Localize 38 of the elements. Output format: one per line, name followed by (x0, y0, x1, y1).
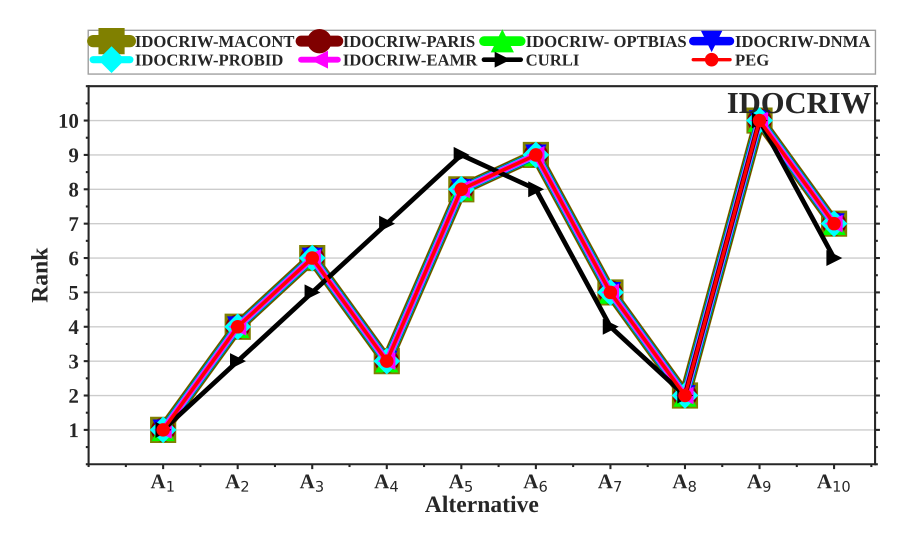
x-tick-label: A$_{8}$ (672, 474, 696, 492)
legend-label: IDOCRIW-DNMA (736, 36, 870, 48)
x-tick-label: A$_{1}$ (150, 474, 174, 492)
y-tick-label: 10 (60, 114, 78, 128)
point (379, 216, 394, 232)
legend-label: IDOCRIW-MACONT (135, 36, 294, 48)
annotation: IDOCRIW (728, 92, 871, 114)
y-tick-label: 2 (69, 388, 78, 403)
x-tick-label: A$_{7}$ (598, 474, 622, 492)
point (454, 147, 470, 163)
x-tick-label: A$_{9}$ (747, 474, 770, 492)
legend-label: PEG (735, 54, 769, 66)
y-tick-label: 6 (69, 251, 78, 266)
x-tick-label: A$_{6}$ (523, 474, 547, 492)
y-tick-label: 5 (69, 286, 78, 300)
legend-label: IDOCRIW-PARIS (343, 36, 474, 48)
y-axis-title: Rank (31, 248, 48, 302)
y-tick-label: 8 (69, 182, 78, 197)
x-tick-label: A$_{5}$ (448, 474, 472, 492)
y-tick-label: 9 (69, 148, 78, 162)
x-tick-label: A$_{3}$ (300, 474, 323, 492)
legend-label: CURLI (526, 54, 579, 66)
y-tick-label: 7 (70, 217, 78, 231)
y-tick-label: 1 (70, 423, 78, 438)
legend-label: IDOCRIW- OPTBIAS (526, 36, 686, 48)
point (304, 284, 320, 300)
y-tick-label: 4 (68, 320, 78, 334)
point (826, 250, 842, 266)
x-axis-title: Alternative (425, 496, 538, 512)
point (602, 319, 618, 334)
x-tick-label: A$_{2}$ (225, 474, 248, 492)
y-tick-label: 3 (69, 354, 78, 369)
legend-label: IDOCRIW-EAMR (343, 54, 478, 66)
x-tick-label: A$_{10}$ (817, 474, 850, 492)
point (528, 182, 544, 197)
legend-label: IDOCRIW-PROBID (135, 54, 283, 66)
x-tick-label: A$_{4}$ (374, 474, 398, 492)
point (230, 353, 246, 369)
